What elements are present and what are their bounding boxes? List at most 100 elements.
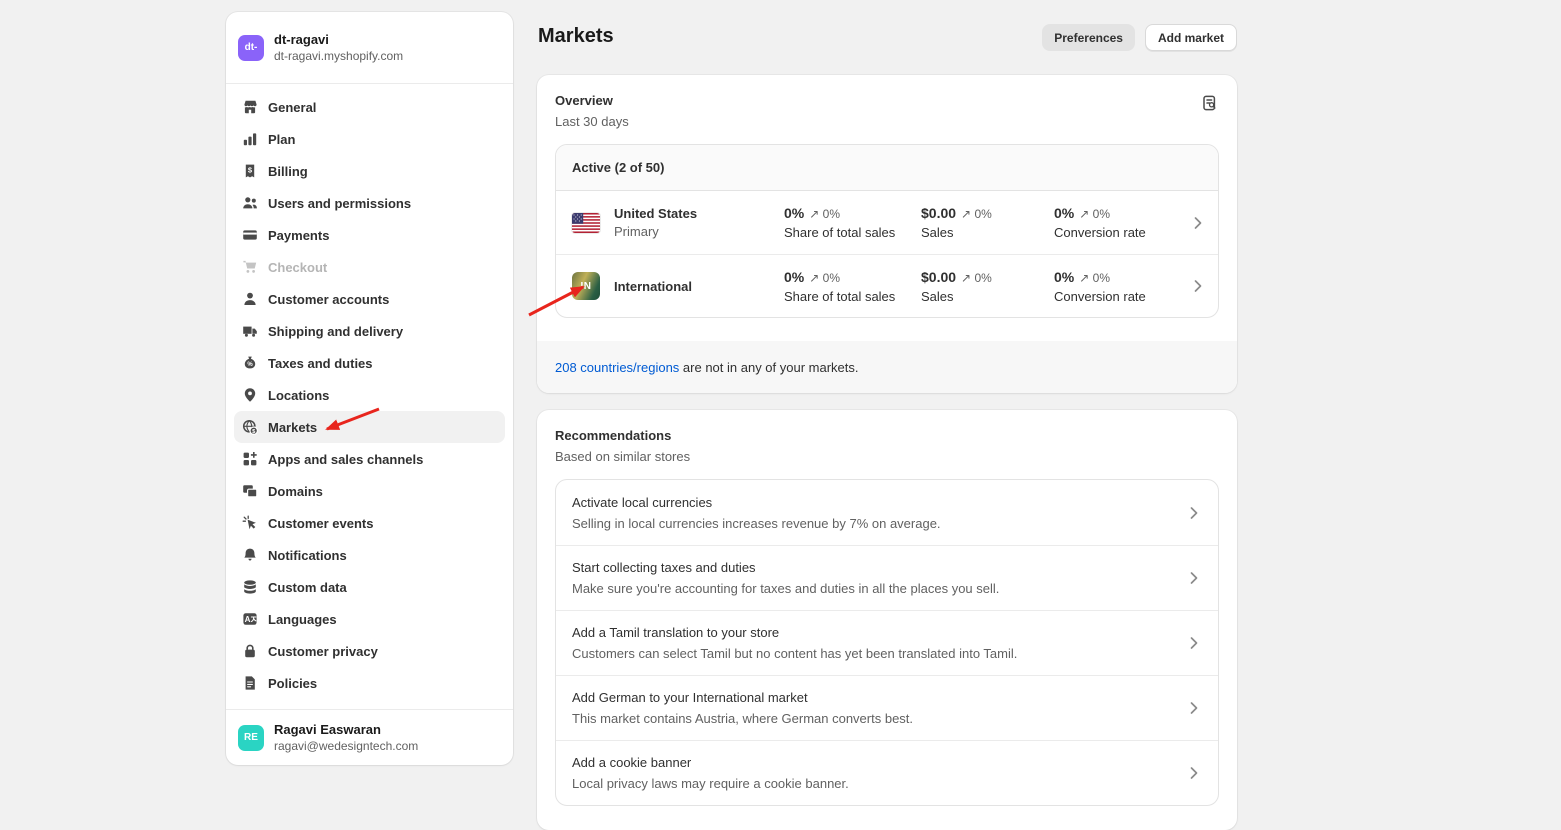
user-name: Ragavi Easwaran <box>274 722 381 737</box>
policies-icon <box>242 675 258 691</box>
chevron-right-icon <box>1190 215 1206 231</box>
stat-value: 0% <box>784 205 805 221</box>
stat-trend-value: 0% <box>822 207 840 221</box>
sidebar-item-label: General <box>268 99 317 115</box>
sidebar-item-customer-privacy[interactable]: Customer privacy <box>234 635 505 667</box>
recommendation-description: Make sure you're accounting for taxes an… <box>572 581 1000 596</box>
sidebar-item-apps-and-sales-channels[interactable]: Apps and sales channels <box>234 443 505 475</box>
sidebar-item-label: Apps and sales channels <box>268 451 424 467</box>
recommendation-list: Activate local currencies Selling in loca… <box>555 479 1219 806</box>
sidebar-item-payments[interactable]: Payments <box>234 219 505 251</box>
sidebar-item-label: Checkout <box>268 259 328 275</box>
sidebar-item-notifications[interactable]: Notifications <box>234 539 505 571</box>
markets-icon: $ <box>242 419 258 435</box>
sidebar-item-general[interactable]: General <box>234 91 505 123</box>
sidebar-item-label: Custom data <box>268 579 347 595</box>
sidebar-item-markets[interactable]: $ Markets <box>234 411 505 443</box>
sidebar-item-label: Markets <box>268 419 318 435</box>
recommendation-add-a-cookie-banner[interactable]: Add a cookie banner Local privacy laws ma… <box>556 740 1218 805</box>
recommendations-card: Recommendations Based on similar stores … <box>537 410 1237 830</box>
trend-up-icon: ↗ <box>1079 270 1090 285</box>
user-footer[interactable]: RE Ragavi Easwaran ragavi@wedesigntech.c… <box>226 709 513 765</box>
recommendation-start-collecting-taxes-and-duties[interactable]: Start collecting taxes and duties Make su… <box>556 545 1218 610</box>
sidebar-item-label: Customer events <box>268 515 374 531</box>
chevron-right-icon <box>1186 765 1202 781</box>
taxes-icon: % <box>242 355 258 371</box>
settings-sidebar: dt- dt-ragavi dt-ragavi.myshopify.com Ge… <box>226 12 513 765</box>
recommendation-add-a-tamil-translation-to-your-store[interactable]: Add a Tamil translation to your store Cus… <box>556 610 1218 675</box>
sidebar-item-locations[interactable]: Locations <box>234 379 505 411</box>
store-header[interactable]: dt- dt-ragavi dt-ragavi.myshopify.com <box>226 12 513 84</box>
sidebar-item-policies[interactable]: Policies <box>234 667 505 699</box>
sidebar-item-billing[interactable]: $ Billing <box>234 155 505 187</box>
person-icon <box>242 291 258 307</box>
store-name: dt-ragavi <box>274 32 329 47</box>
chevron-right-icon <box>1190 278 1206 294</box>
active-markets-header: Active (2 of 50) <box>556 145 1218 191</box>
overview-card: Overview Last 30 days Active (2 of 50) U… <box>537 75 1237 393</box>
billing-icon: $ <box>242 163 258 179</box>
sidebar-item-languages[interactable]: A Languages <box>234 603 505 635</box>
trend-up-icon: ↗ <box>809 270 820 285</box>
svg-text:%: % <box>247 362 253 368</box>
stat-label: Share of total sales <box>784 288 896 304</box>
recommendation-description: Local privacy laws may require a cookie … <box>572 776 849 791</box>
svg-text:$: $ <box>252 429 256 435</box>
overview-title: Overview <box>555 93 613 108</box>
recommendation-description: Customers can select Tamil but no conten… <box>572 646 1018 661</box>
sidebar-item-label: Billing <box>268 163 308 179</box>
apps-icon <box>242 451 258 467</box>
svg-text:A: A <box>245 615 251 624</box>
market-row-international[interactable]: IN International 0% ↗ 0% Share of total sale… <box>556 254 1218 317</box>
store-domain: dt-ragavi.myshopify.com <box>274 49 404 63</box>
sidebar-item-customer-accounts[interactable]: Customer accounts <box>234 283 505 315</box>
recommendation-title: Start collecting taxes and duties <box>572 560 756 575</box>
sidebar-item-custom-data[interactable]: Custom data <box>234 571 505 603</box>
sidebar-item-label: Shipping and delivery <box>268 323 404 339</box>
sidebar-item-plan[interactable]: Plan <box>234 123 505 155</box>
countries-regions-link[interactable]: 208 countries/regions <box>555 359 680 375</box>
add-market-button[interactable]: Add market <box>1144 24 1237 51</box>
stat-label: Sales <box>921 288 954 304</box>
lock-icon <box>242 643 258 659</box>
recommendation-description: Selling in local currencies increases re… <box>572 515 941 531</box>
domains-icon <box>242 483 258 499</box>
market-subtitle: Primary <box>614 224 659 239</box>
market-stat: $0.00 ↗ 0% Sales <box>921 205 1054 240</box>
sidebar-item-label: Notifications <box>268 547 347 563</box>
trend-up-icon: ↗ <box>1079 207 1090 221</box>
stat-trend-value: 0% <box>1092 270 1110 285</box>
chevron-right-icon <box>1186 635 1202 651</box>
svg-text:$: $ <box>248 165 253 174</box>
market-stat: 0% ↗ 0% Conversion rate <box>1054 205 1190 240</box>
payments-icon <box>242 227 258 243</box>
recommendation-activate-local-currencies[interactable]: Activate local currencies Selling in loca… <box>556 480 1218 545</box>
sidebar-item-customer-events[interactable]: Customer events <box>234 507 505 539</box>
sidebar-item-taxes-and-duties[interactable]: % Taxes and duties <box>234 347 505 379</box>
preferences-button[interactable]: Preferences <box>1042 24 1135 51</box>
recommendations-subtitle: Based on similar stores <box>555 449 691 464</box>
market-rows: United States Primary 0% ↗ 0% Share of total… <box>556 191 1218 317</box>
languages-icon: A <box>242 611 258 627</box>
trend-up-icon: ↗ <box>809 207 820 221</box>
sidebar-item-users-and-permissions[interactable]: Users and permissions <box>234 187 505 219</box>
page-actions: Preferences Add market <box>1042 24 1237 51</box>
active-markets-box: Active (2 of 50) United States Primary 0% ↗… <box>555 144 1219 318</box>
chevron-right-icon <box>1186 700 1202 716</box>
store-avatar: dt- <box>238 34 264 61</box>
cart-icon <box>242 259 258 275</box>
sidebar-item-label: Users and permissions <box>268 195 412 211</box>
sidebar-item-label: Customer accounts <box>268 291 390 307</box>
data-icon <box>242 579 258 595</box>
recommendation-title: Activate local currencies <box>572 494 713 510</box>
stat-label: Conversion rate <box>1054 225 1146 240</box>
sidebar-item-shipping-and-delivery[interactable]: Shipping and delivery <box>234 315 505 347</box>
view-report-icon[interactable] <box>1202 95 1220 113</box>
stat-trend-value: 0% <box>1092 207 1110 221</box>
sidebar-item-domains[interactable]: Domains <box>234 475 505 507</box>
market-row-united-states[interactable]: United States Primary 0% ↗ 0% Share of total… <box>556 191 1218 254</box>
overview-subtitle: Last 30 days <box>555 114 629 129</box>
sidebar-item-label: Taxes and duties <box>268 355 373 371</box>
sidebar-item-label: Payments <box>268 227 330 243</box>
recommendation-add-german-to-your-international-market[interactable]: Add German to your International market T… <box>556 675 1218 740</box>
